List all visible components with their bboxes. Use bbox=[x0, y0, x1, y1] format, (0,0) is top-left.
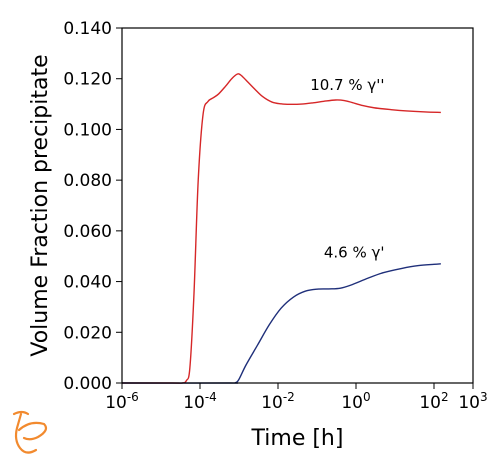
x-tick-label: 10-6 bbox=[105, 390, 139, 413]
annotations: 10.7 % γ'' 4.6 % γ' bbox=[310, 76, 384, 261]
y-tick-label: 0.140 bbox=[63, 19, 112, 39]
x-axis-label: Time [h] bbox=[251, 426, 344, 451]
y-axis-label: Volume Fraction precipitate bbox=[28, 54, 53, 356]
series-line-2 bbox=[121, 263, 441, 384]
annotation-label: 10.7 % γ'' bbox=[310, 76, 384, 94]
series-line-1 bbox=[122, 73, 441, 384]
y-tick-label: 0.000 bbox=[63, 374, 112, 394]
annotation-label: 4.6 % γ' bbox=[324, 243, 385, 261]
y-tick-label: 0.100 bbox=[63, 120, 112, 140]
x-tick-label: 100 bbox=[341, 390, 370, 413]
x-tick-label: 10-2 bbox=[261, 390, 295, 413]
x-tick-label: 102 bbox=[419, 390, 448, 413]
logo-stroke bbox=[17, 421, 48, 441]
logo-stroke bbox=[14, 412, 38, 454]
x-tick-label: 10-4 bbox=[183, 390, 217, 413]
plot-lines bbox=[121, 73, 441, 384]
y-tick-label: 0.020 bbox=[63, 323, 112, 343]
y-tick-label: 0.080 bbox=[63, 171, 112, 191]
logo-icon bbox=[12, 410, 48, 454]
logo-stroke bbox=[12, 410, 30, 416]
x-tick-label: 103 bbox=[458, 390, 487, 413]
y-tick-label: 0.060 bbox=[63, 222, 112, 242]
plot-frame bbox=[121, 27, 474, 384]
y-tick-label: 0.120 bbox=[63, 70, 112, 90]
x-axis: 10-6 10-4 10-2 100 102 103 bbox=[105, 383, 488, 413]
y-tick-label: 0.040 bbox=[63, 273, 112, 293]
y-axis: 0.000 0.020 0.040 0.060 0.080 0.100 0.120 0.140 bbox=[63, 19, 122, 394]
